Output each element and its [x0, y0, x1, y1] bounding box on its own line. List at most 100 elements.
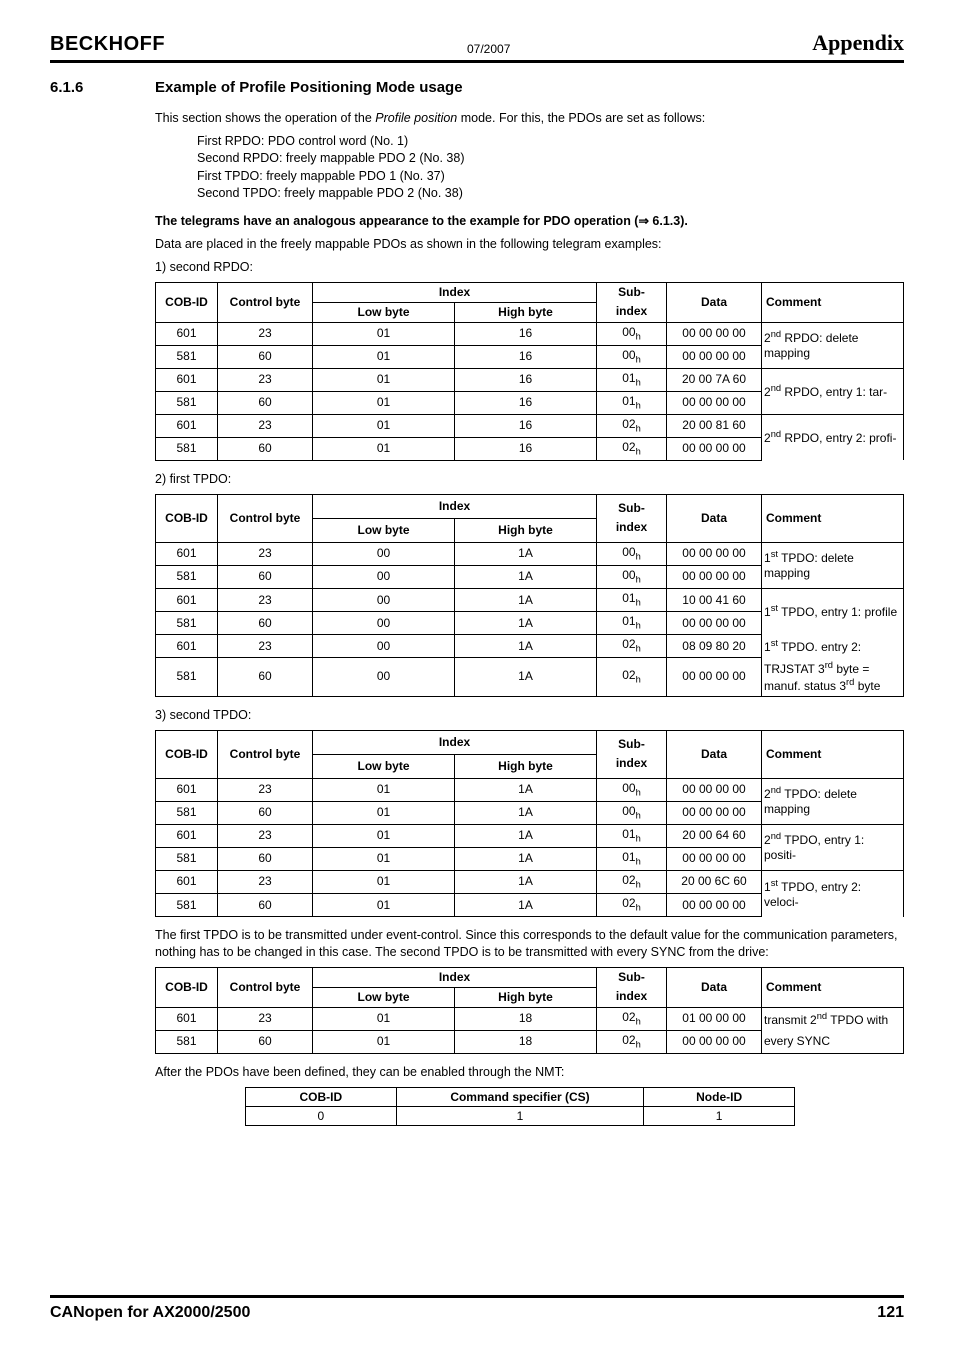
col-high-byte: High byte: [455, 302, 597, 322]
high-cell: 18: [455, 1007, 597, 1030]
cob-cell: 581: [156, 612, 218, 635]
col-subindex-top: Sub-: [597, 967, 667, 987]
data-cell: 20 00 7A 60: [667, 368, 762, 391]
col-subindex-bottom: index: [597, 754, 667, 778]
table-caption: 2) first TPDO:: [155, 471, 904, 488]
ctrl-cell: 23: [218, 778, 313, 801]
sub-cell: 00h: [597, 565, 667, 588]
low-cell: 01: [313, 391, 455, 414]
data-cell: 00 00 00 00: [667, 1030, 762, 1053]
high-cell: 1A: [455, 870, 597, 893]
intro-paragraph: This section shows the operation of the …: [155, 110, 904, 127]
table-row: 0 1 1: [246, 1106, 795, 1125]
col-data: Data: [667, 282, 762, 322]
high-cell: 16: [455, 345, 597, 368]
sub-cell: 00h: [597, 542, 667, 565]
ctrl-cell: 60: [218, 801, 313, 824]
comment-cell: 2nd TPDO, entry 1: positi-: [762, 824, 904, 870]
col-comment: Comment: [762, 730, 904, 778]
ctrl-cell: 23: [218, 824, 313, 847]
high-cell: 1A: [455, 801, 597, 824]
nmt-col-cs: Command specifier (CS): [396, 1087, 644, 1106]
low-cell: 01: [313, 847, 455, 870]
low-cell: 01: [313, 1030, 455, 1053]
header-date: 07/2007: [467, 42, 510, 56]
data-cell: 00 00 00 00: [667, 658, 762, 697]
ctrl-cell: 23: [218, 870, 313, 893]
sub-cell: 00h: [597, 778, 667, 801]
ctrl-cell: 23: [218, 368, 313, 391]
col-control-byte: Control byte: [218, 494, 313, 542]
data-cell: 00 00 00 00: [667, 612, 762, 635]
sub-cell: 02h: [597, 870, 667, 893]
col-cob-id: COB-ID: [156, 967, 218, 1007]
low-cell: 01: [313, 870, 455, 893]
high-cell: 1A: [455, 894, 597, 917]
ctrl-cell: 23: [218, 414, 313, 437]
nmt-paragraph: After the PDOs have been defined, they c…: [155, 1064, 904, 1081]
sync-telegram-table: COB-ID Control byte Index Sub- Data Comm…: [155, 967, 904, 1054]
ctrl-cell: 23: [218, 635, 313, 658]
page-header: BECKHOFF 07/2007 Appendix: [50, 30, 904, 63]
data-cell: 00 00 00 00: [667, 894, 762, 917]
pdo-list: First RPDO: PDO control word (No. 1) Seco…: [197, 133, 904, 203]
sub-cell: 02h: [597, 1007, 667, 1030]
comment-cell: 1st TPDO. entry 2:: [762, 635, 904, 658]
nmt-cob-cell: 0: [246, 1106, 397, 1125]
sub-cell: 02h: [597, 437, 667, 460]
sub-cell: 00h: [597, 801, 667, 824]
data-cell: 00 00 00 00: [667, 778, 762, 801]
cob-cell: 581: [156, 437, 218, 460]
high-cell: 1A: [455, 635, 597, 658]
sub-cell: 00h: [597, 322, 667, 345]
low-cell: 01: [313, 801, 455, 824]
data-cell: 20 00 81 60: [667, 414, 762, 437]
sub-cell: 02h: [597, 894, 667, 917]
low-cell: 01: [313, 1007, 455, 1030]
col-subindex-top: Sub-: [597, 494, 667, 518]
cob-cell: 601: [156, 1007, 218, 1030]
cob-cell: 581: [156, 801, 218, 824]
nmt-col-node: Node-ID: [644, 1087, 795, 1106]
comment-cell: 1st TPDO, entry 2: veloci-: [762, 870, 904, 916]
col-high-byte: High byte: [455, 754, 597, 778]
low-cell: 01: [313, 368, 455, 391]
sub-cell: 01h: [597, 847, 667, 870]
sub-cell: 02h: [597, 635, 667, 658]
col-control-byte: Control byte: [218, 967, 313, 1007]
pdo-list-item: Second TPDO: freely mappable PDO 2 (No. …: [197, 185, 904, 203]
comment-cell: 2nd RPDO: delete mapping: [762, 322, 904, 368]
col-index: Index: [313, 730, 597, 754]
comment-cell: 2nd RPDO, entry 2: profi-: [762, 414, 904, 460]
comment-cell: 2nd RPDO, entry 1: tar-: [762, 368, 904, 414]
ctrl-cell: 60: [218, 345, 313, 368]
col-high-byte: High byte: [455, 987, 597, 1007]
sub-cell: 02h: [597, 414, 667, 437]
pdo-list-item: First RPDO: PDO control word (No. 1): [197, 133, 904, 151]
cob-cell: 601: [156, 635, 218, 658]
data-cell: 20 00 6C 60: [667, 870, 762, 893]
table-caption: 1) second RPDO:: [155, 259, 904, 276]
low-cell: 00: [313, 658, 455, 697]
high-cell: 1A: [455, 565, 597, 588]
cob-cell: 601: [156, 824, 218, 847]
low-cell: 01: [313, 322, 455, 345]
table-row: 601 23 01 18 02h 01 00 00 00 transmit 2n…: [156, 1007, 904, 1030]
telegram-table: COB-ID Control byte Index Sub- Data Comm…: [155, 494, 904, 697]
page-footer: CANopen for AX2000/2500 121: [50, 1295, 904, 1322]
cob-cell: 601: [156, 870, 218, 893]
high-cell: 18: [455, 1030, 597, 1053]
nmt-col-cob: COB-ID: [246, 1087, 397, 1106]
ctrl-cell: 60: [218, 391, 313, 414]
low-cell: 00: [313, 635, 455, 658]
sync-paragraph: The first TPDO is to be transmitted unde…: [155, 927, 904, 961]
comment-cell: TRJSTAT 3rd byte = manuf. status 3rd byt…: [762, 658, 904, 697]
data-cell: 00 00 00 00: [667, 847, 762, 870]
table-row: 601 23 01 1A 02h 20 00 6C 60 1st TPDO, e…: [156, 870, 904, 893]
table-row: 601 23 00 1A 01h 10 00 41 60 1st TPDO, e…: [156, 589, 904, 612]
appendix-title: Appendix: [812, 30, 904, 56]
cob-cell: 581: [156, 1030, 218, 1053]
pdo-list-item: First TPDO: freely mappable PDO 1 (No. 3…: [197, 168, 904, 186]
cob-cell: 601: [156, 322, 218, 345]
brand: BECKHOFF: [50, 33, 165, 56]
